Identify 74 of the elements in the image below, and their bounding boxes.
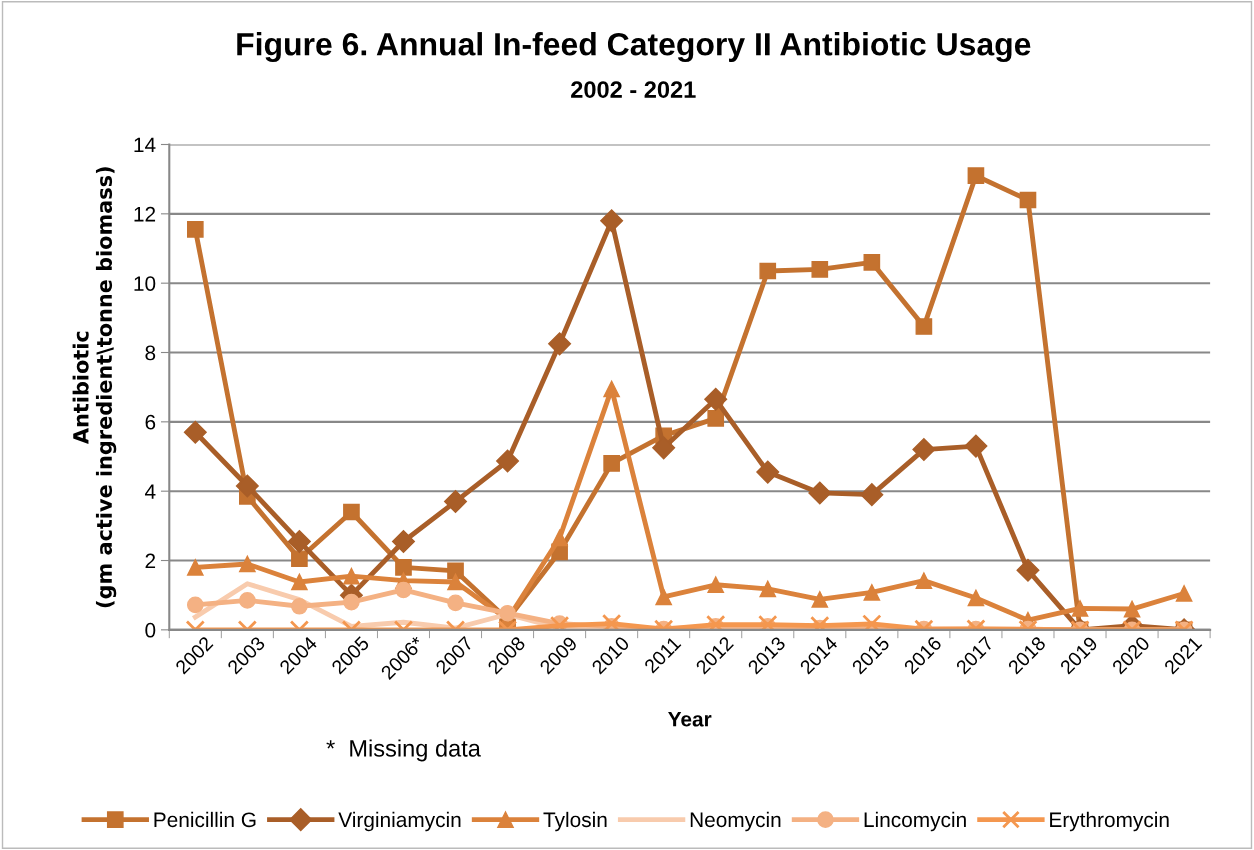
- point: [1123, 600, 1141, 618]
- y-tick-label: 10: [134, 276, 156, 291]
- point: [915, 572, 933, 589]
- point: [860, 483, 884, 507]
- point: [287, 529, 311, 553]
- point: [707, 410, 725, 427]
- point: [343, 567, 360, 585]
- x-axis-title: Year: [668, 712, 712, 727]
- point: [444, 490, 468, 514]
- point: [186, 221, 204, 238]
- point: [291, 550, 308, 568]
- y-tick-label: 12: [134, 206, 156, 222]
- point: [291, 573, 308, 591]
- point: [1175, 585, 1193, 602]
- point: [447, 573, 464, 591]
- point: [186, 559, 204, 576]
- legend-label: Erythromycin: [1050, 811, 1169, 832]
- point: [862, 614, 882, 630]
- point: [863, 584, 881, 601]
- point: [447, 562, 464, 580]
- y-tick-label: 4: [144, 484, 156, 499]
- y-tick-label: 14: [134, 137, 156, 153]
- point: [707, 576, 725, 594]
- point: [759, 580, 777, 598]
- y-tick-label: 2: [145, 553, 156, 569]
- legend-label: Tylosin: [543, 811, 607, 832]
- point: [1016, 558, 1040, 582]
- point: [912, 438, 936, 462]
- point: [600, 209, 624, 233]
- point: [395, 581, 412, 599]
- y-tick-label: 6: [145, 414, 156, 430]
- point: [395, 559, 412, 576]
- point: [652, 436, 676, 460]
- point: [186, 596, 204, 614]
- legend-label: Lincomycin: [864, 811, 966, 832]
- point: [548, 332, 572, 356]
- point: [239, 592, 256, 609]
- point: [499, 604, 516, 622]
- point: [603, 455, 620, 472]
- legend-label: Penicillin G: [154, 811, 256, 828]
- point: [811, 260, 829, 278]
- point: [183, 420, 207, 444]
- point: [496, 449, 520, 473]
- legend-label: Neomycin: [690, 811, 781, 832]
- point: [967, 589, 985, 607]
- y-axis-title: Antibiotic (gm active ingredient\tonne biomass): [72, 167, 117, 608]
- y-tick-label: 0: [145, 622, 156, 638]
- point: [291, 597, 308, 615]
- point: [704, 387, 728, 411]
- point: [808, 481, 832, 505]
- point: [343, 593, 360, 611]
- point: [915, 318, 933, 335]
- point: [447, 594, 464, 612]
- chart-subtitle: 2002 - 2021: [571, 81, 696, 98]
- point: [759, 262, 777, 280]
- point: [964, 434, 988, 458]
- point: [756, 460, 780, 484]
- point: [343, 503, 360, 521]
- point: [601, 613, 622, 630]
- point: [863, 254, 881, 271]
- text: * Missing data: [326, 739, 481, 762]
- chart-title: Figure 6. Annual In-feed Category II Antibiotic Usage: [237, 32, 1031, 63]
- point: [1071, 600, 1089, 617]
- point: [967, 167, 985, 185]
- point: [811, 591, 829, 608]
- point: [551, 529, 568, 547]
- point: [603, 380, 620, 398]
- point: [239, 555, 256, 573]
- y-tick-label: 8: [145, 345, 156, 361]
- legend-label: Virginiamycin: [338, 811, 461, 832]
- point: [391, 529, 415, 553]
- point: [1019, 191, 1037, 209]
- point: [235, 474, 259, 498]
- point: [655, 588, 673, 606]
